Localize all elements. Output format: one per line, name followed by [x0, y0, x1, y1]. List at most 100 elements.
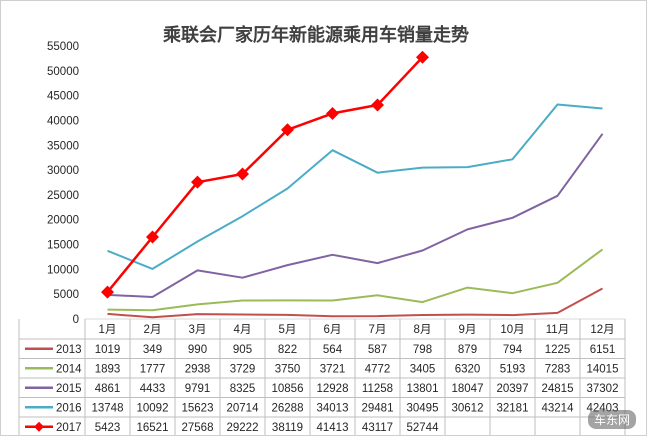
data-label-2017-4: 29222 — [227, 422, 259, 434]
data-label-2016-1: 13748 — [92, 402, 124, 414]
y-tick-label-5: 25000 — [47, 190, 79, 202]
x-tick-label-9: 9月 — [459, 324, 477, 336]
watermark: 车东网 — [587, 410, 636, 429]
legend-label-2013: 2013 — [56, 344, 82, 356]
series-point-2017-8 — [416, 50, 429, 64]
data-label-2016-4: 20714 — [227, 402, 260, 414]
data-label-2015-9: 18047 — [452, 383, 484, 395]
data-label-2017-7: 43117 — [362, 422, 393, 434]
data-label-2017-3: 27568 — [182, 422, 214, 434]
data-label-2014-12: 14015 — [587, 363, 619, 375]
data-label-2016-10: 32181 — [497, 402, 529, 414]
x-tick-label-1: 1月 — [99, 324, 117, 336]
data-label-2015-2: 4433 — [140, 383, 166, 395]
x-tick-label-6: 6月 — [324, 324, 342, 336]
x-tick-label-4: 4月 — [234, 324, 252, 336]
y-tick-label-10: 50000 — [47, 66, 79, 78]
data-label-2014-4: 3729 — [230, 363, 256, 375]
y-tick-label-1: 5000 — [53, 289, 79, 301]
data-label-2016-2: 10092 — [137, 402, 169, 414]
y-tick-label-4: 20000 — [47, 215, 79, 227]
y-tick-label-3: 15000 — [47, 240, 79, 252]
data-label-2016-9: 30612 — [452, 402, 484, 414]
data-label-2016-6: 34013 — [317, 402, 349, 414]
data-label-2013-4: 905 — [233, 344, 252, 356]
data-label-2014-1: 1893 — [95, 363, 121, 375]
data-label-2015-4: 8325 — [230, 383, 256, 395]
data-label-2014-11: 7283 — [545, 363, 571, 375]
data-label-2017-2: 16521 — [137, 422, 169, 434]
legend-label-2016: 2016 — [56, 402, 82, 414]
series-line-2016 — [107, 103, 603, 270]
x-tick-label-2: 2月 — [144, 324, 162, 336]
series-point-2017-4 — [236, 167, 249, 181]
data-label-2017-8: 52744 — [407, 422, 440, 434]
series-line-2013 — [107, 287, 603, 319]
data-label-2013-11: 1225 — [545, 344, 571, 356]
series-point-2017-6 — [326, 106, 339, 120]
legend-marker-2017 — [34, 421, 44, 432]
x-tick-label-11: 11月 — [546, 324, 569, 336]
data-label-2013-9: 879 — [458, 344, 477, 356]
data-label-2014-10: 5193 — [500, 363, 526, 375]
data-label-2017-5: 38119 — [272, 422, 303, 434]
x-tick-label-7: 7月 — [369, 324, 387, 336]
y-tick-label-9: 45000 — [47, 91, 79, 103]
data-label-2017-6: 41413 — [317, 422, 349, 434]
data-label-2015-7: 11258 — [362, 383, 393, 395]
data-label-2014-7: 4772 — [365, 363, 391, 375]
data-label-2014-5: 3750 — [275, 363, 301, 375]
x-tick-label-8: 8月 — [414, 324, 432, 336]
data-label-2013-8: 798 — [413, 344, 432, 356]
data-label-2014-6: 3721 — [320, 363, 346, 375]
data-label-2013-2: 349 — [143, 344, 162, 356]
legend-label-2015: 2015 — [56, 383, 82, 395]
data-label-2013-12: 6151 — [590, 344, 616, 356]
series-line-2015 — [107, 133, 604, 298]
data-label-2014-3: 2938 — [185, 363, 211, 375]
data-label-2013-3: 990 — [188, 344, 207, 356]
series-point-2017-7 — [371, 98, 384, 112]
legend-label-2014: 2014 — [56, 363, 82, 375]
x-tick-label-12: 12月 — [590, 324, 614, 336]
x-tick-label-5: 5月 — [279, 324, 297, 336]
y-tick-label-8: 40000 — [47, 115, 79, 127]
x-tick-label-10: 10月 — [500, 324, 524, 336]
data-label-2013-10: 794 — [503, 344, 523, 356]
data-label-2014-2: 1777 — [140, 363, 166, 375]
y-tick-label-6: 30000 — [47, 165, 79, 177]
data-label-2014-9: 6320 — [455, 363, 481, 375]
y-tick-label-2: 10000 — [47, 264, 79, 276]
data-label-2013-6: 564 — [323, 344, 343, 356]
data-label-2016-11: 43214 — [542, 402, 575, 414]
data-label-2013-5: 822 — [278, 344, 297, 356]
legend-label-2017: 2017 — [56, 422, 82, 434]
series-point-2017-3 — [191, 175, 204, 189]
data-label-2015-5: 10856 — [272, 383, 304, 395]
series-point-2017-5 — [281, 123, 294, 137]
y-tick-label-11: 55000 — [47, 41, 79, 53]
y-tick-label-0: 0 — [73, 314, 79, 326]
data-label-2017-1: 5423 — [95, 422, 121, 434]
data-label-2015-11: 24815 — [542, 383, 574, 395]
data-label-2014-8: 3405 — [410, 363, 436, 375]
data-label-2015-8: 13801 — [407, 383, 439, 395]
series-line-2014 — [107, 248, 604, 312]
series-line-2017 — [106, 56, 424, 293]
series-point-2017-1 — [101, 285, 114, 299]
chart-title: 乘联会厂家历年新能源乘用车销量走势 — [162, 24, 469, 46]
data-label-2016-7: 29481 — [362, 402, 394, 414]
y-tick-label-7: 35000 — [47, 140, 79, 152]
data-label-2015-12: 37302 — [587, 383, 619, 395]
data-label-2015-3: 9791 — [185, 383, 211, 395]
data-label-2013-1: 1019 — [95, 344, 121, 356]
data-label-2016-8: 30495 — [407, 402, 439, 414]
data-label-2015-10: 20397 — [497, 383, 529, 395]
data-label-2015-1: 4861 — [95, 383, 121, 395]
data-label-2016-5: 26288 — [272, 402, 304, 414]
data-label-2015-6: 12928 — [317, 383, 349, 395]
x-tick-label-3: 3月 — [189, 324, 207, 336]
data-label-2016-3: 15623 — [182, 402, 214, 414]
